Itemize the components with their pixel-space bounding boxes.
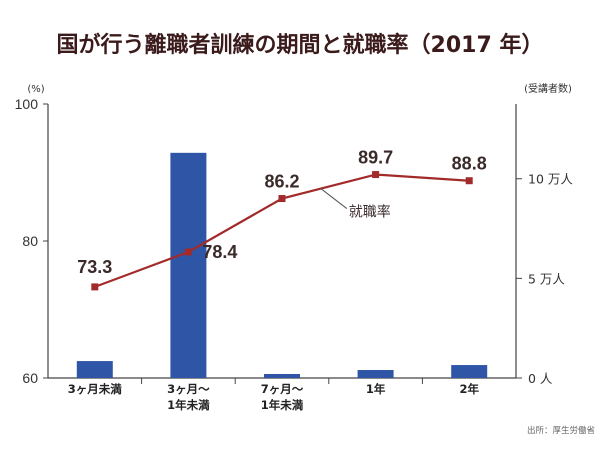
bar (170, 152, 207, 378)
data-label: 86.2 (264, 172, 299, 192)
line-marker (91, 283, 99, 291)
x-tick-label: 1年 (366, 382, 386, 396)
x-tick-label: 2年 (459, 382, 479, 396)
chart-title: 国が行う離職者訓練の期間と就職率（2017 年） (57, 32, 544, 58)
x-tick-label: 3ヶ月〜 1年未満 (167, 382, 210, 412)
y-right-tick-label: 10 万人 (528, 172, 573, 187)
y-left-unit: (%) (27, 84, 44, 95)
line-marker (465, 177, 473, 185)
data-label: 88.8 (452, 154, 487, 174)
labels: 73.3 78.4 86.2 89.7 88.8 就職率 (77, 148, 486, 277)
x-tick-label: 7ヶ月〜 1年未満 (261, 382, 304, 412)
axes: 60 80 100 0 人 5 万人 10 万人 3ヶ月未満 3ヶ月〜 1年未満 7ヶ月〜 1年未満… (15, 96, 574, 412)
y-left-tick-label: 100 (15, 96, 39, 112)
data-label: 78.4 (202, 242, 237, 262)
data-label: 73.3 (77, 257, 112, 277)
data-label: 89.7 (358, 148, 393, 168)
y-right-unit: (受講者数) (524, 82, 572, 95)
y-right-tick-label: 0 人 (528, 371, 553, 386)
series-label-leader (320, 188, 348, 209)
source-note: 出所：厚生労働省 (527, 425, 596, 436)
series-label: 就職率 (349, 204, 391, 221)
line-series (91, 171, 473, 291)
y-left-tick-label: 60 (22, 370, 38, 386)
bar (451, 365, 488, 378)
y-left-tick-label: 80 (22, 233, 38, 249)
line-marker (184, 248, 192, 256)
x-tick-label: 3ヶ月未満 (68, 382, 123, 396)
y-right-tick-label: 5 万人 (528, 271, 565, 286)
line-marker (278, 195, 286, 203)
bars (76, 152, 488, 378)
line-marker (372, 171, 380, 179)
bar (357, 370, 394, 378)
bar (264, 374, 300, 378)
bar (76, 361, 113, 378)
